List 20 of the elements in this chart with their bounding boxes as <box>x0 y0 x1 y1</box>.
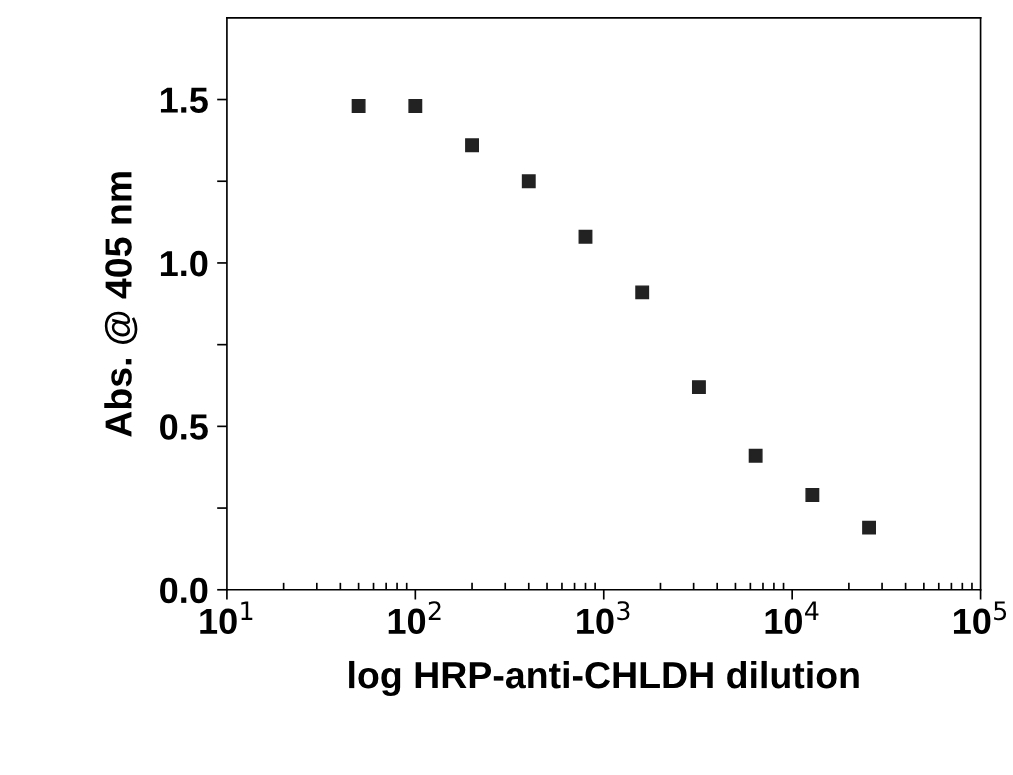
y-tick-label: 0.0 <box>160 577 208 604</box>
x-tick-label: 10$^{4}$ <box>765 601 819 635</box>
point <box>521 174 536 189</box>
point <box>748 448 763 463</box>
point <box>578 229 593 244</box>
y-axis-title: Abs. @ 405 nm <box>104 172 138 437</box>
x-axis-title: log HRP-anti-CHLDH dilution <box>349 660 859 697</box>
point <box>805 488 820 502</box>
y-tick-label: 1.5 <box>160 87 208 113</box>
y-tick-label: 1.0 <box>160 250 208 277</box>
point <box>691 380 706 395</box>
point <box>465 138 479 153</box>
x-tick-label: 10$^{5}$ <box>953 601 1007 635</box>
point <box>408 99 423 114</box>
point <box>351 99 366 114</box>
y-tick-label: 0.5 <box>160 414 208 440</box>
x-tick-label: 10$^{2}$ <box>388 601 441 635</box>
point <box>862 520 877 535</box>
point <box>635 285 650 300</box>
x-tick-label: 10$^{3}$ <box>577 601 630 635</box>
